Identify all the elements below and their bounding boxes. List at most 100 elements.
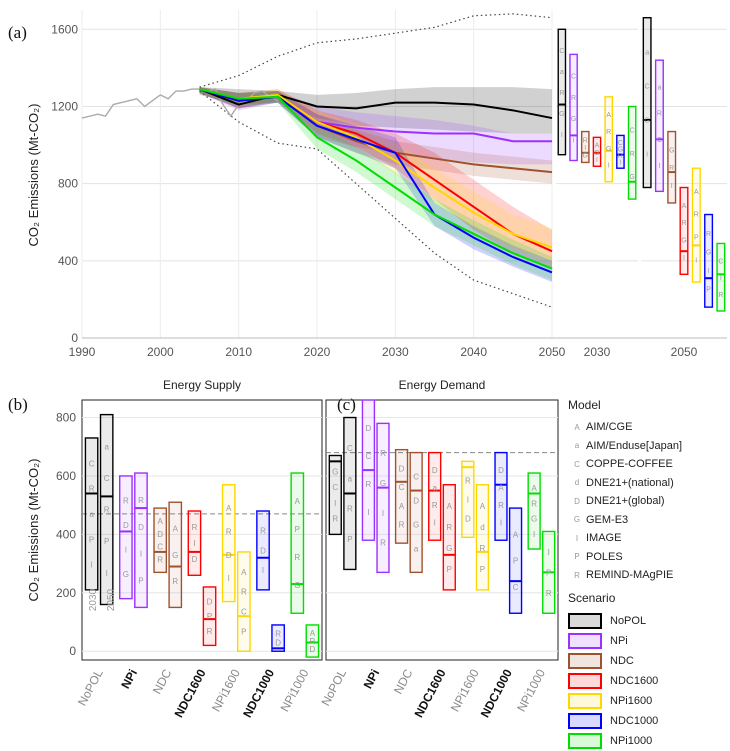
model-mark: G [123,570,129,579]
model-mark: A [310,629,316,638]
model-mark: R [89,485,95,494]
model-mark: P [347,535,352,544]
model-mark: R [446,523,452,532]
scenario-legend-item: NDC [568,651,728,671]
envelope-upper [199,13,553,88]
model-mark: A [226,504,232,513]
model-legend-name: COPPE-COFFEE [586,458,673,471]
scenario-swatch [568,732,602,749]
model-mark: I [658,163,660,170]
category-label: NPi1000 [278,667,312,715]
model-mark: D [366,424,372,433]
model-mark: P [480,565,485,574]
panel-title-c: Energy Demand [399,378,486,392]
model-legend-item: G GEM-E3 [568,511,728,530]
box-c-NDC-2050 [409,451,423,574]
model-mark: R [657,111,662,118]
model-mark: D [157,530,163,539]
box-c-NDC-2030 [394,448,409,544]
model-legend-item: d DNE21+(national) [568,474,728,493]
model-mark: R [157,556,163,565]
box-c-NPi-2050 [376,422,390,574]
model-mark: R [606,129,611,136]
panel-label-c: (c) [337,395,356,414]
model-mark: I [533,530,535,539]
model-mark: I [646,152,648,159]
model-mark: I [548,548,550,557]
model-mark: G [681,238,686,245]
model-mark: R [260,527,266,536]
category-label: NoPOL [318,667,349,709]
model-mark: I [228,574,230,583]
panel-frame-c [325,399,559,661]
model-mark: G [294,581,300,590]
box-c-NPi1600-2030 [461,460,475,539]
model-mark: I [193,539,195,548]
model-mark: A [682,203,687,210]
box-a-2050-NPi1000 [716,242,726,312]
model-mark: R [571,95,576,102]
model-mark: A [157,517,163,526]
y-tick-label: 0 [69,644,76,658]
model-mark: R [630,151,635,158]
box-a-2030-NPi1600 [604,96,614,183]
scenario-legend-name: NDC [610,654,634,667]
band-NDC1600 [199,87,552,269]
model-mark: I [106,569,108,578]
y-axis-label-b: CO₂ Emissions (Mt-CO₂) [26,459,41,602]
model-mark: R [366,480,372,489]
model-mark: D [207,598,213,607]
subplot-2030-label: 2030 [584,345,611,359]
model-mark: I [367,508,369,517]
model-legend-item: C COPPE-COFFEE [568,455,728,474]
model-mark: P [546,568,551,577]
model-legend-item: a AIM/Enduse[Japan] [568,437,728,456]
scenario-swatch [568,612,602,629]
x-tick-label: 2020 [304,345,331,359]
y-axis-label: CO₂ Emissions (Mt-CO₂) [26,104,41,247]
model-mark: I [619,160,621,167]
scenario-legend-item: NDC1600 [568,671,728,691]
box-a-2050-NDC [667,130,677,204]
model-legend-name: IMAGE [586,532,622,545]
model-mark: P [104,537,109,546]
band-NDC1000 [199,87,552,283]
model-mark: G [531,515,537,524]
model-mark: D [123,521,129,530]
model-mark: G [559,111,564,118]
box-c-NDC1000-2050 [508,507,523,614]
model-mark: R [380,539,386,548]
box-b-NDC1600-2030 [187,510,202,576]
model-mark: C [718,258,723,265]
scenario-swatch [568,672,602,689]
model-mark: a [432,484,437,493]
box-b-NDC-2050 [168,501,183,609]
scenario-legend-item: NoPOL [568,611,728,631]
model-legend-item: A AIM/CGE [568,418,728,437]
y-tick-label: 800 [56,411,76,425]
model-mark: R [681,220,686,227]
model-mark: R [172,577,178,586]
model-legend-letter: D [574,496,580,506]
x-tick-label: 2050 [539,345,566,359]
x-tick-label: 2010 [225,345,252,359]
box-a-2050-NoPOL [642,17,652,189]
model-mark: I [334,499,336,508]
category-label: NPi [118,667,140,691]
scenario-legend-item: NDC1000 [568,711,728,731]
scenario-legend-name: NoPOL [610,614,647,627]
model-mark: a [348,474,353,483]
model-mark: R [498,501,504,510]
scenario-legend-name: NDC1000 [610,714,659,727]
model-mark: G [629,174,634,181]
model-mark: G [583,153,588,160]
model-mark: C [104,474,110,483]
model-mark: G [413,520,419,529]
model-legend-name: DNE21+(global) [586,495,665,508]
model-mark: D [226,551,232,560]
model-mark: I [695,257,697,264]
model-legend-name: POLES [586,550,623,563]
model-mark: R [347,505,353,514]
model-legend-name: REMIND-MAgPIE [586,569,674,582]
box-b-NPi1600-2030 [221,484,236,603]
